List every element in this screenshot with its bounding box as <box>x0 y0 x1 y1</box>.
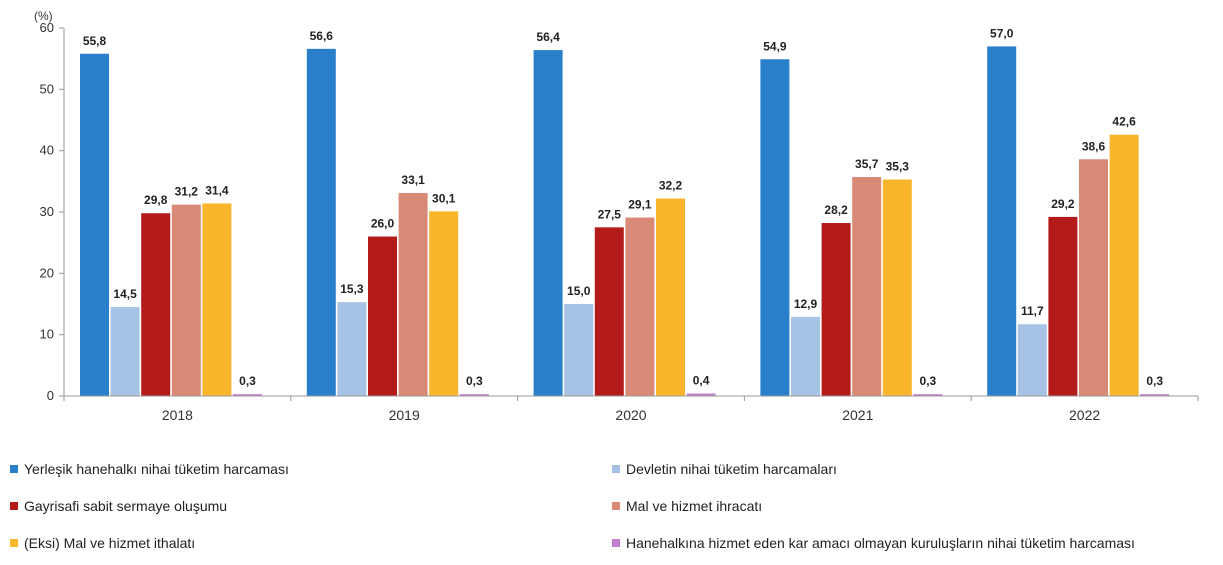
data-label: 29,8 <box>144 193 168 207</box>
data-label: 56,4 <box>536 30 560 44</box>
legend-swatch <box>10 465 18 473</box>
legend: Yerleşik hanehalkı nihai tüketim harcama… <box>0 450 1223 560</box>
data-label: 54,9 <box>763 39 787 53</box>
bar <box>760 59 790 396</box>
bar <box>141 213 171 396</box>
x-category-label: 2020 <box>615 407 646 423</box>
legend-item: Mal ve hizmet ihracatı <box>612 498 762 514</box>
bar <box>80 53 109 396</box>
bar <box>594 227 624 396</box>
data-label: 0,3 <box>1146 374 1163 388</box>
legend-item: Gayrisafi sabit sermaye oluşumu <box>10 498 227 514</box>
y-tick-label: 20 <box>40 265 54 280</box>
data-label: 0,3 <box>239 374 256 388</box>
data-label: 29,1 <box>628 198 652 212</box>
x-category-label: 2021 <box>842 407 873 423</box>
data-label: 32,2 <box>659 179 683 193</box>
bar <box>821 223 851 396</box>
bar <box>1017 324 1047 396</box>
bar <box>1048 216 1078 396</box>
bar <box>368 236 397 396</box>
legend-label: Devletin nihai tüketim harcamaları <box>626 461 837 477</box>
y-axis: 0 10 20 30 40 50 60 <box>40 20 65 403</box>
data-label: 30,1 <box>432 191 456 205</box>
x-category-label: 2022 <box>1069 407 1100 423</box>
data-label: 0,3 <box>920 374 937 388</box>
data-label: 31,2 <box>175 185 199 199</box>
data-label: 29,2 <box>1051 197 1075 211</box>
data-label: 57,0 <box>990 26 1014 40</box>
legend-swatch <box>612 465 620 473</box>
legend-label: Mal ve hizmet ihracatı <box>626 498 763 514</box>
data-label: 0,4 <box>693 374 710 388</box>
data-label: 35,7 <box>855 157 879 171</box>
legend-label: Gayrisafi sabit sermaye oluşumu <box>24 498 228 514</box>
legend-item: Devletin nihai tüketim harcamaları <box>612 461 837 477</box>
legend-item: Hanehalkına hizmet eden kar amacı olmaya… <box>612 535 1135 551</box>
data-label: 12,9 <box>794 297 818 311</box>
bar <box>429 211 459 396</box>
bar <box>202 203 232 396</box>
y-tick-label: 10 <box>40 327 54 342</box>
bar <box>625 217 655 396</box>
y-tick-label: 30 <box>40 204 54 219</box>
bar <box>306 48 336 396</box>
bar <box>337 302 367 396</box>
bar <box>656 198 685 396</box>
bar <box>171 204 201 396</box>
y-tick-label: 0 <box>47 388 54 403</box>
legend-label: Yerleşik hanehalkı nihai tüketim harcama… <box>24 461 289 477</box>
bar <box>791 316 820 396</box>
y-tick-label: 60 <box>40 20 54 35</box>
y-tick-label: 40 <box>40 143 54 158</box>
bar <box>564 304 594 396</box>
bar <box>913 394 943 396</box>
bar <box>110 307 140 396</box>
legend-swatch <box>612 539 620 547</box>
data-label: 0,3 <box>466 374 483 388</box>
bar <box>1109 134 1139 396</box>
data-label: 15,3 <box>340 282 364 296</box>
data-label: 35,3 <box>886 159 910 173</box>
bar <box>852 177 882 396</box>
bar-chart: (%) 0 10 20 30 40 50 60 55,8 14,5 29,8 31,2 31,4 0,… <box>34 9 1199 423</box>
data-label: 15,0 <box>567 284 591 298</box>
legend-label: Hanehalkına hizmet eden kar amacı olmaya… <box>626 535 1135 551</box>
data-label: 56,6 <box>310 29 334 43</box>
data-label: 11,7 <box>1021 304 1044 318</box>
bar <box>533 50 563 396</box>
y-unit-label: (%) <box>34 9 53 23</box>
bar <box>1140 394 1170 396</box>
legend-swatch <box>10 539 18 547</box>
data-label: 27,5 <box>598 207 622 221</box>
data-label: 33,1 <box>401 173 425 187</box>
legend-swatch <box>612 502 620 510</box>
legend-item: Yerleşik hanehalkı nihai tüketim harcama… <box>10 461 289 477</box>
bar <box>1079 159 1108 396</box>
data-label: 26,0 <box>371 217 395 231</box>
legend-label: (Eksi) Mal ve hizmet ithalatı <box>24 535 196 551</box>
y-tick-label: 50 <box>40 81 54 96</box>
x-axis: 2018 2019 2020 2021 2022 <box>63 395 1199 423</box>
legend-item: (Eksi) Mal ve hizmet ithalatı <box>10 535 195 551</box>
x-category-label: 2018 <box>162 407 193 423</box>
bar <box>398 192 428 396</box>
bar <box>459 394 489 396</box>
data-label: 14,5 <box>113 287 137 301</box>
data-label: 55,8 <box>83 34 107 48</box>
bar <box>987 46 1017 397</box>
data-label: 42,6 <box>1112 115 1136 129</box>
data-label: 28,2 <box>824 203 848 217</box>
bar <box>233 394 262 396</box>
bar <box>686 393 716 396</box>
x-category-label: 2019 <box>389 407 420 423</box>
data-label: 38,6 <box>1082 139 1106 153</box>
legend-swatch <box>10 502 18 510</box>
bars: 55,8 14,5 29,8 31,2 31,4 0,3 56,6 15,3 26,0 33,1 3… <box>80 26 1170 397</box>
bar <box>882 179 912 396</box>
data-label: 31,4 <box>205 183 229 197</box>
